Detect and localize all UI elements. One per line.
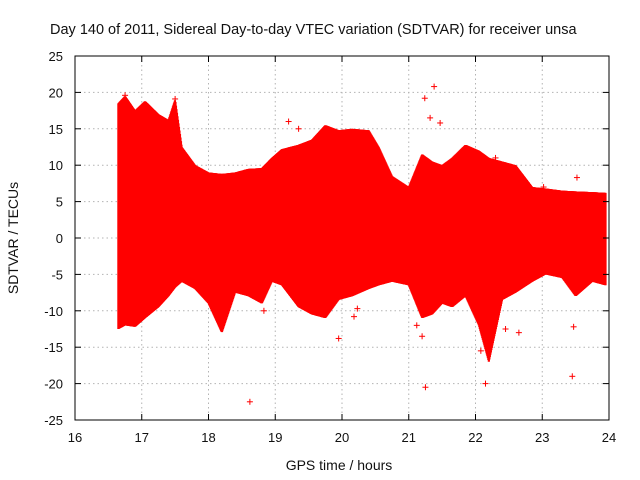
x-tick-label-17: 17: [135, 430, 149, 445]
y-tick-label--15: -15: [44, 340, 63, 355]
outlier-point-6: [335, 335, 342, 342]
outlier-point-16: [477, 347, 484, 354]
tick-labels: 16 17 18 19 20 21 22 23 24 -25 -20 -15 -10 -5 0 5 10 15 20…: [44, 49, 616, 445]
outlier-point-8: [354, 305, 361, 312]
y-tick-label-5: 5: [56, 195, 63, 210]
outlier-point-18: [492, 154, 499, 161]
y-axis-label: SDTVAR / TECUs: [5, 182, 21, 294]
data-points: [117, 83, 607, 405]
x-axis-label: GPS time / hours: [286, 457, 393, 473]
y-tick-label--20: -20: [44, 377, 63, 392]
outlier-point-21: [569, 373, 576, 380]
y-tick-label-20: 20: [49, 85, 63, 100]
outlier-point-11: [422, 384, 429, 391]
outlier-point-1: [172, 95, 179, 102]
y-tick-label-10: 10: [49, 158, 63, 173]
outlier-point-20: [515, 329, 522, 336]
y-tick-label--25: -25: [44, 413, 63, 428]
outlier-point-15: [437, 119, 444, 126]
chart-title: Day 140 of 2011, Sidereal Day-to-day VTE…: [50, 22, 577, 38]
outlier-point-7: [351, 313, 358, 320]
y-tick-label-15: 15: [49, 122, 63, 137]
x-tick-label-18: 18: [201, 430, 215, 445]
outlier-point-14: [427, 114, 434, 121]
x-tick-label-19: 19: [268, 430, 282, 445]
x-tick-label-16: 16: [68, 430, 82, 445]
axes: [74, 55, 610, 421]
outlier-point-13: [431, 83, 438, 90]
y-tick-label-25: 25: [49, 49, 63, 64]
x-tick-label-24: 24: [602, 430, 616, 445]
outlier-point-5: [295, 125, 302, 132]
x-tick-label-23: 23: [535, 430, 549, 445]
outlier-point-9: [413, 322, 420, 329]
outlier-point-19: [502, 326, 509, 332]
x-tick-label-22: 22: [468, 430, 482, 445]
x-tick-label-20: 20: [335, 430, 349, 445]
outlier-point-17: [482, 380, 489, 387]
outlier-point-22: [573, 174, 580, 181]
outlier-point-3: [260, 307, 267, 314]
outlier-point-24: [540, 184, 547, 191]
outlier-point-4: [285, 118, 292, 125]
outlier-point-0: [122, 92, 129, 99]
y-tick-label--5: -5: [51, 267, 63, 282]
outlier-point-23: [570, 323, 577, 330]
y-tick-label--10: -10: [44, 304, 63, 319]
x-tick-label-21: 21: [402, 430, 416, 445]
outlier-point-2: [246, 398, 253, 405]
outlier-point-10: [419, 333, 426, 340]
y-tick-label-0: 0: [56, 231, 63, 246]
outlier-point-12: [421, 95, 428, 102]
